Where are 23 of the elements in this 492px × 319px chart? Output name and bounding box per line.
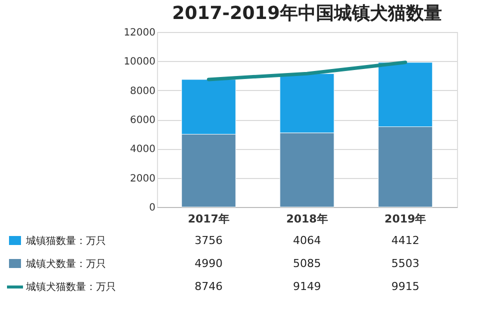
data-label: 4990 (194, 257, 223, 270)
y-tick-label: 0 (149, 202, 156, 214)
data-label: 4412 (391, 234, 420, 247)
legend-label: 城镇犬猫数量：万只 (25, 281, 116, 293)
y-tick-label: 10000 (124, 56, 156, 68)
legend-label: 城镇犬数量：万只 (25, 258, 106, 270)
y-tick-label: 12000 (124, 28, 156, 38)
data-label: 5085 (293, 257, 321, 270)
y-tick-label: 6000 (130, 115, 156, 126)
data-label: 4064 (293, 234, 321, 247)
data-label: 3756 (194, 234, 223, 247)
y-tick-label: 8000 (130, 86, 156, 97)
y-tick-label: 4000 (130, 144, 156, 156)
x-tick-label: 2018年 (286, 212, 328, 226)
data-label: 8746 (194, 280, 223, 293)
legend-label: 城镇猫数量：万只 (25, 235, 106, 247)
y-tick-label: 2000 (130, 173, 156, 184)
data-label: 5503 (391, 257, 420, 270)
chart-title: 2017-2019年中国城镇犬猫数量 (172, 3, 442, 24)
x-tick-label: 2019年 (384, 212, 426, 226)
data-label: 9915 (391, 280, 420, 293)
x-tick-label: 2017年 (188, 212, 230, 226)
data-label: 9149 (293, 280, 321, 293)
